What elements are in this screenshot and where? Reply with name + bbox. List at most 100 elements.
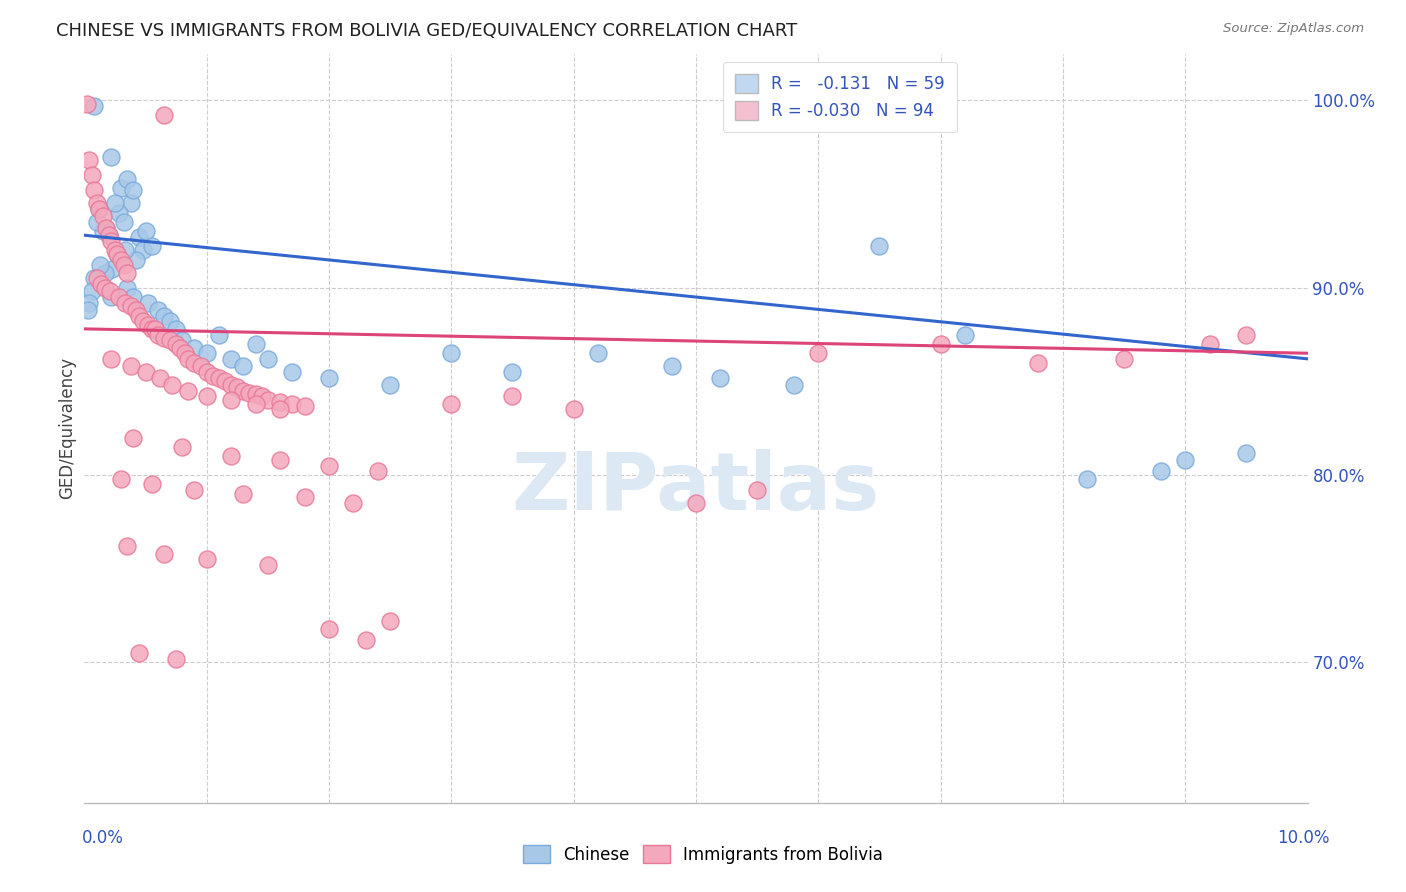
Point (104, 243, 127, 257)
Point (219, 351, 242, 366)
Point (141, 322, 163, 336)
Point (269, 402, 291, 417)
Point (783, 378, 806, 392)
Point (83, 183, 105, 197)
Point (136, 295, 159, 310)
Point (135, 224, 157, 238)
Point (77, 153, 100, 168)
Point (169, 341, 191, 355)
Point (367, 464, 389, 478)
Point (869, 239, 891, 253)
Point (165, 651, 187, 665)
Point (87, 202, 110, 216)
Point (250, 389, 273, 403)
Point (96, 220, 118, 235)
Point (90, 277, 112, 291)
Point (132, 243, 155, 257)
Point (257, 558, 280, 572)
Point (97, 228, 120, 243)
Point (173, 346, 195, 360)
Point (101, 261, 124, 276)
Point (1174, 453, 1197, 467)
Point (281, 397, 304, 411)
Point (100, 234, 122, 248)
Point (86, 271, 108, 285)
Legend: R =   -0.131   N = 59, R = -0.030   N = 94: R = -0.131 N = 59, R = -0.030 N = 94 (723, 62, 956, 132)
Point (232, 487, 254, 501)
Point (114, 295, 136, 310)
Point (122, 183, 145, 197)
Point (120, 299, 142, 313)
Legend: Chinese, Immigrants from Bolivia: Chinese, Immigrants from Bolivia (516, 838, 890, 871)
Point (77, 303, 100, 318)
Point (83, 271, 105, 285)
Point (294, 491, 316, 505)
Point (183, 355, 205, 369)
Point (219, 378, 242, 392)
Point (257, 351, 280, 366)
Text: 0.0%: 0.0% (82, 829, 124, 847)
Point (87, 202, 110, 216)
Point (125, 252, 148, 267)
Point (257, 392, 280, 407)
Point (141, 239, 163, 253)
Point (380, 614, 402, 628)
Point (89, 258, 111, 272)
Point (96, 220, 118, 235)
Point (115, 172, 138, 186)
Point (172, 333, 194, 347)
Point (380, 378, 402, 392)
Point (440, 346, 463, 360)
Point (269, 453, 291, 467)
Y-axis label: GED/Equivalency: GED/Equivalency (58, 357, 76, 500)
Point (1028, 355, 1050, 369)
Point (76, 97, 98, 112)
Point (195, 346, 218, 360)
Point (128, 646, 150, 660)
Point (177, 351, 200, 366)
Point (281, 365, 304, 379)
Point (107, 290, 129, 304)
Point (183, 341, 205, 355)
Point (195, 389, 218, 403)
Point (1076, 472, 1098, 486)
Point (177, 384, 200, 398)
Point (162, 378, 184, 392)
Text: Source: ZipAtlas.com: Source: ZipAtlas.com (1223, 22, 1364, 36)
Point (172, 440, 194, 454)
Point (1198, 336, 1220, 351)
Point (195, 365, 218, 379)
Point (953, 327, 976, 342)
Point (159, 333, 181, 347)
Point (141, 477, 163, 491)
Point (502, 365, 524, 379)
Point (104, 196, 127, 211)
Point (110, 181, 132, 195)
Point (98, 285, 121, 299)
Point (195, 552, 218, 566)
Point (112, 215, 135, 229)
Point (269, 395, 291, 409)
Point (342, 496, 364, 510)
Point (125, 303, 148, 318)
Point (110, 252, 132, 267)
Point (661, 359, 683, 374)
Point (146, 327, 169, 342)
Point (94, 280, 117, 294)
Point (1236, 327, 1258, 342)
Point (110, 472, 132, 486)
Point (245, 397, 267, 411)
Point (165, 336, 187, 351)
Point (1114, 351, 1136, 366)
Point (105, 247, 128, 261)
Point (245, 387, 267, 401)
Text: 10.0%: 10.0% (1277, 829, 1330, 847)
Point (190, 359, 212, 374)
Point (232, 384, 254, 398)
Point (153, 108, 176, 122)
Point (80, 285, 103, 299)
Point (107, 205, 129, 219)
Point (115, 266, 138, 280)
Point (153, 331, 176, 345)
Point (80, 168, 103, 183)
